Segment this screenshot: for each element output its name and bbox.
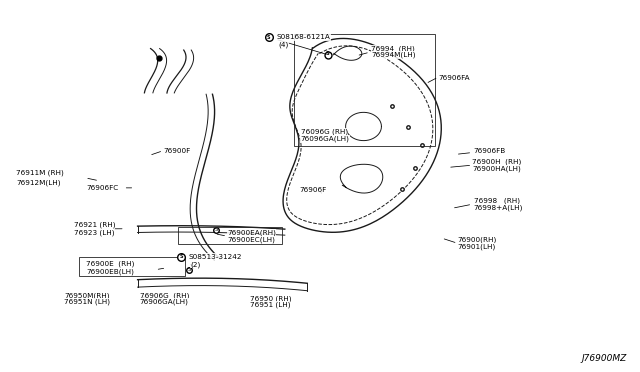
Text: 76951N (LH): 76951N (LH) [64, 299, 110, 305]
Bar [294, 34, 435, 146]
Text: 76921 (RH): 76921 (RH) [74, 222, 115, 228]
Text: 76994M(LH): 76994M(LH) [371, 52, 416, 58]
Text: 76900EC(LH): 76900EC(LH) [227, 237, 275, 243]
Text: 76906FC: 76906FC [86, 185, 118, 191]
Text: 76906FA: 76906FA [438, 75, 470, 81]
Text: 76951 (LH): 76951 (LH) [250, 302, 290, 308]
Text: (4): (4) [278, 42, 289, 48]
Text: S: S [215, 227, 218, 232]
Text: 76900EB(LH): 76900EB(LH) [86, 268, 134, 275]
Text: 76900HA(LH): 76900HA(LH) [472, 165, 521, 172]
Text: S: S [267, 35, 271, 40]
Text: 76900F: 76900F [163, 148, 191, 154]
Text: 76911M (RH): 76911M (RH) [16, 170, 64, 176]
Text: 76900H  (RH): 76900H (RH) [472, 158, 522, 165]
Text: 76900(RH): 76900(RH) [458, 237, 497, 243]
Text: J76900MZ: J76900MZ [582, 354, 627, 363]
Text: 76906GA(LH): 76906GA(LH) [140, 299, 188, 305]
Text: 76923 (LH): 76923 (LH) [74, 229, 114, 236]
Text: 76998+A(LH): 76998+A(LH) [474, 204, 523, 211]
Text: S08168-6121A: S08168-6121A [276, 34, 330, 40]
Text: 76096G (RH): 76096G (RH) [301, 129, 348, 135]
Text: 76950M(RH): 76950M(RH) [64, 292, 109, 299]
Text: 76998   (RH): 76998 (RH) [474, 198, 520, 204]
Bar [79, 257, 185, 276]
Text: S08513-31242: S08513-31242 [189, 254, 243, 260]
Text: 76906G  (RH): 76906G (RH) [140, 292, 189, 299]
Text: 76950 (RH): 76950 (RH) [250, 295, 291, 302]
Text: 76096GA(LH): 76096GA(LH) [301, 135, 349, 142]
Text: S: S [326, 51, 330, 57]
Text: S: S [188, 267, 190, 272]
Text: 76906FB: 76906FB [474, 148, 506, 154]
Text: 76900E  (RH): 76900E (RH) [86, 261, 135, 267]
Text: 76900EA(RH): 76900EA(RH) [227, 229, 276, 236]
Text: 76906F: 76906F [300, 187, 327, 193]
Text: (2): (2) [191, 261, 201, 268]
Text: 76994  (RH): 76994 (RH) [371, 45, 415, 52]
Text: S: S [179, 254, 183, 259]
Bar [178, 227, 282, 244]
Text: 76901(LH): 76901(LH) [458, 243, 496, 250]
Text: 76912M(LH): 76912M(LH) [16, 179, 61, 186]
